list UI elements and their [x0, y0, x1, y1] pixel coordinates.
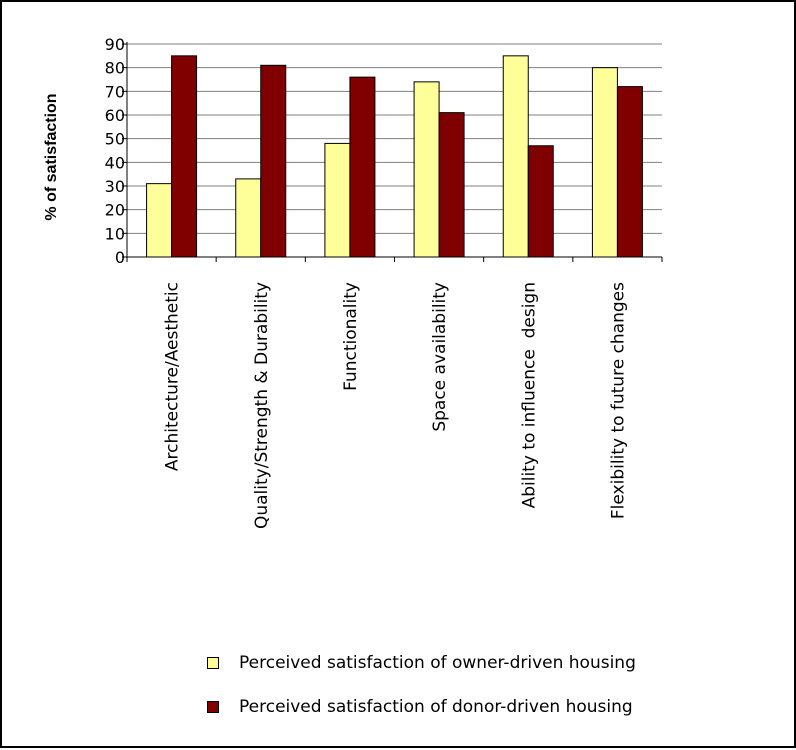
legend-item-owner: Perceived satisfaction of owner-driven h… [207, 653, 636, 673]
bar-donor-driven [260, 64, 287, 258]
axes [122, 42, 663, 262]
x-tick-label: Functionality [341, 282, 361, 391]
bar-owner-driven [413, 81, 440, 258]
y-tick-label: 30 [105, 177, 125, 196]
y-tick-label: 70 [105, 82, 125, 101]
bar-donor-driven [438, 112, 465, 258]
bar-owner-driven [235, 178, 262, 258]
legend-swatch-owner [207, 657, 219, 669]
x-tick-label: Space availability [430, 282, 450, 432]
y-tick-label: 10 [105, 224, 125, 243]
y-tick-label: 40 [105, 153, 125, 172]
bar-owner-driven [324, 142, 351, 258]
y-tick-labels: 0 10 20 30 40 50 60 70 80 90 [105, 35, 125, 267]
gridlines [127, 43, 662, 234]
bar-donor-driven [527, 145, 554, 258]
x-tick-label: Architecture/Aesthetic [163, 282, 183, 471]
x-tick-label: Quality/Strength & Durability [252, 282, 272, 529]
y-tick-label: 60 [105, 106, 125, 125]
legend-label-owner: Perceived satisfaction of owner-driven h… [239, 653, 636, 673]
y-tick-label: 90 [105, 35, 125, 54]
y-tick-label: 50 [105, 130, 125, 149]
y-tick-label: 80 [105, 59, 125, 78]
x-tick-labels: Architecture/Aesthetic Quality/Strength &… [163, 282, 629, 529]
bar-donor-driven [616, 86, 643, 258]
x-tick-label: Ability to influence design [519, 282, 539, 508]
bars [146, 55, 643, 258]
y-tick-label: 20 [105, 201, 125, 220]
bar-owner-driven [591, 67, 618, 258]
x-tick-label: Flexibility to future changes [608, 282, 628, 519]
bar-owner-driven [146, 183, 173, 258]
legend-swatch-donor [207, 701, 219, 713]
y-axis-label: % of satisfaction [43, 93, 60, 220]
bar-donor-driven [171, 55, 198, 258]
legend-label-donor: Perceived satisfaction of donor-driven h… [239, 697, 633, 717]
y-tick-label: 0 [115, 248, 125, 267]
bar-donor-driven [349, 76, 376, 258]
legend-item-donor: Perceived satisfaction of donor-driven h… [207, 697, 633, 717]
bar-owner-driven [502, 55, 529, 258]
